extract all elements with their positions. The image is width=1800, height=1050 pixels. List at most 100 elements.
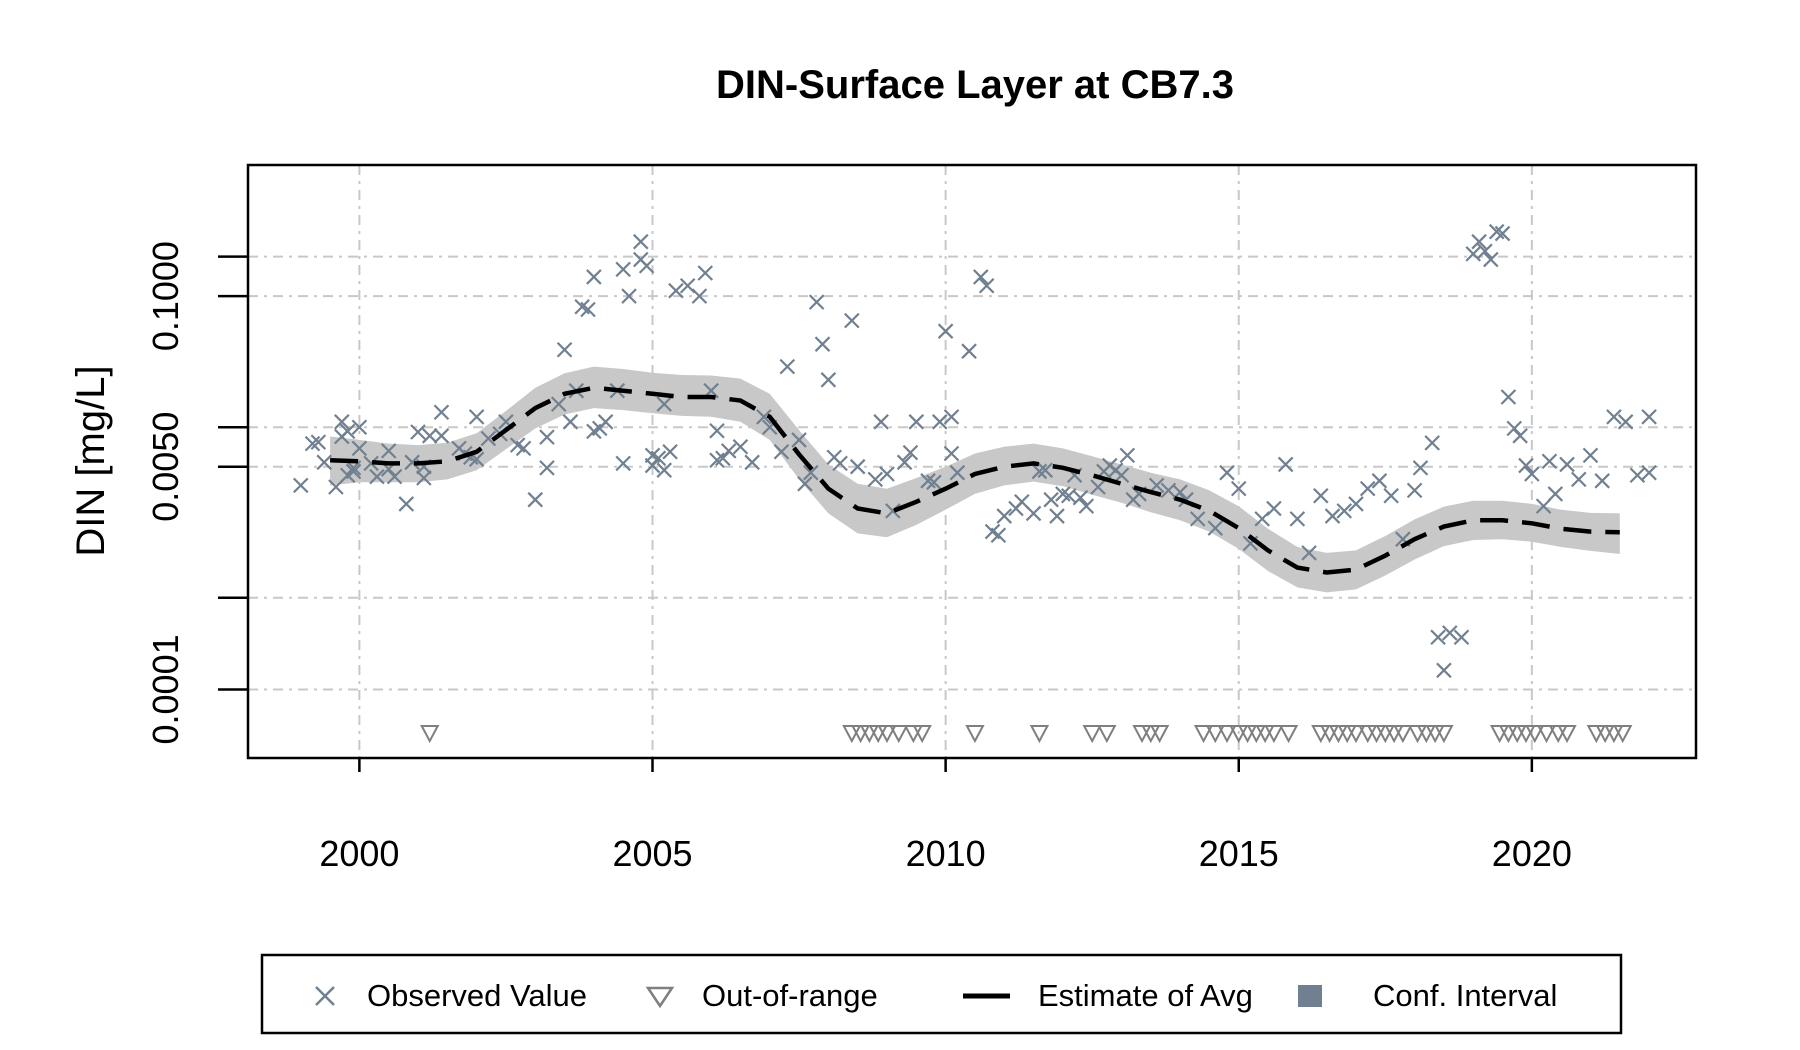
observed-point bbox=[615, 261, 631, 278]
observed-point bbox=[1606, 409, 1622, 425]
plot-frame bbox=[246, 163, 1698, 760]
estimate-line-path bbox=[330, 385, 1620, 575]
legend: Observed Value Out-of-range Estimate of … bbox=[260, 953, 1623, 1035]
observed-point bbox=[632, 233, 649, 250]
observed-point bbox=[961, 343, 977, 359]
observed-point bbox=[943, 445, 960, 462]
observed-point bbox=[1430, 629, 1446, 646]
y-axis-label: DIN [mg/L] bbox=[69, 365, 113, 556]
out-of-range-point bbox=[1264, 725, 1284, 744]
observed-point bbox=[1477, 243, 1493, 259]
observed-point bbox=[316, 454, 332, 471]
observed-point bbox=[990, 527, 1007, 544]
observed-point bbox=[849, 458, 866, 475]
y-tick-label: 0.0001 bbox=[145, 634, 186, 744]
observed-point bbox=[468, 409, 485, 425]
observed-point bbox=[421, 428, 438, 444]
observed-point bbox=[1277, 456, 1294, 473]
observed-point bbox=[920, 473, 936, 489]
out-of-range-point bbox=[1525, 725, 1545, 744]
observed-point bbox=[1465, 246, 1482, 262]
observed-point bbox=[791, 432, 807, 448]
out-of-range-point bbox=[1149, 725, 1170, 744]
observed-point bbox=[709, 422, 725, 439]
out-of-range-point bbox=[1557, 725, 1577, 744]
observed-point bbox=[1506, 420, 1523, 437]
observed-point bbox=[662, 443, 678, 460]
observed-point bbox=[1617, 414, 1634, 430]
observed-point bbox=[310, 434, 327, 450]
observed-point bbox=[1348, 496, 1364, 512]
observed-point bbox=[1119, 447, 1136, 464]
observed-point bbox=[1629, 467, 1646, 484]
observed-point bbox=[1078, 498, 1095, 514]
observed-point bbox=[926, 474, 942, 491]
observed-point bbox=[1500, 389, 1517, 405]
observed-point bbox=[1524, 466, 1540, 482]
observed-point bbox=[615, 455, 631, 472]
observed-point bbox=[1207, 520, 1224, 536]
observed-point bbox=[978, 277, 995, 294]
legend-observed-label: Observed Value bbox=[367, 978, 587, 1013]
out-of-range-point bbox=[1393, 725, 1413, 744]
observed-point bbox=[638, 258, 655, 274]
observed-point bbox=[292, 477, 309, 494]
observed-point bbox=[879, 466, 895, 482]
observed-point bbox=[328, 479, 344, 495]
observed-point bbox=[973, 269, 989, 285]
out-of-range-point bbox=[1613, 725, 1633, 744]
chart-title: DIN-Surface Layer at CB7.3 bbox=[716, 63, 1234, 107]
observed-point bbox=[1289, 511, 1306, 527]
observed-point bbox=[480, 430, 497, 447]
observed-point bbox=[1072, 489, 1089, 506]
x-axis: 2000 2005 2010 2015 2020 bbox=[319, 758, 1572, 874]
observed-point bbox=[515, 440, 532, 457]
legend-observed-icon bbox=[315, 986, 335, 1006]
observed-point bbox=[1090, 479, 1106, 495]
observed-point bbox=[1371, 473, 1388, 489]
y-tick-label: 0.0050 bbox=[145, 412, 186, 522]
observed-point bbox=[410, 424, 426, 440]
observed-point bbox=[562, 414, 579, 430]
observed-point bbox=[650, 450, 667, 467]
out-of-range-point bbox=[1193, 725, 1214, 744]
out-of-range-point bbox=[877, 725, 897, 744]
observed-point bbox=[949, 464, 966, 481]
observed-point bbox=[527, 491, 544, 508]
observed-point bbox=[1383, 487, 1399, 504]
observed-point bbox=[656, 396, 673, 412]
observed-point bbox=[873, 414, 889, 430]
observed-point bbox=[1055, 486, 1071, 502]
legend-conf-interval-icon bbox=[1298, 985, 1322, 1007]
out-of-range-point bbox=[1434, 725, 1454, 744]
out-of-range-point bbox=[889, 725, 909, 744]
observed-point bbox=[1547, 486, 1564, 502]
observed-point bbox=[668, 282, 684, 299]
legend-box bbox=[260, 953, 1623, 1035]
x-tick-label: 2005 bbox=[612, 833, 692, 874]
observed-point bbox=[1483, 251, 1499, 268]
observed-point bbox=[867, 471, 884, 488]
observed-point bbox=[732, 438, 749, 455]
out-of-range-point bbox=[1346, 725, 1366, 744]
observed-point bbox=[1230, 480, 1247, 497]
observed-point bbox=[1412, 460, 1429, 476]
out-of-range-point bbox=[912, 725, 932, 744]
observed-point bbox=[1031, 463, 1048, 480]
y-axis: 0.0001 0.0050 0.1000 bbox=[145, 241, 248, 744]
observed-point bbox=[691, 288, 708, 304]
observed-point bbox=[1424, 435, 1440, 451]
observed-point bbox=[697, 265, 714, 281]
observed-point bbox=[1219, 464, 1235, 481]
legend-conf-interval-label: Conf. Interval bbox=[1373, 978, 1557, 1013]
observed-point bbox=[744, 454, 760, 471]
observed-point bbox=[1301, 545, 1317, 561]
observed-point bbox=[756, 409, 772, 425]
observed-point bbox=[656, 462, 673, 478]
observed-point bbox=[1594, 473, 1610, 489]
observed-point bbox=[902, 444, 919, 461]
observed-point bbox=[1641, 464, 1657, 481]
observed-point bbox=[380, 443, 397, 459]
observed-point bbox=[797, 476, 813, 492]
